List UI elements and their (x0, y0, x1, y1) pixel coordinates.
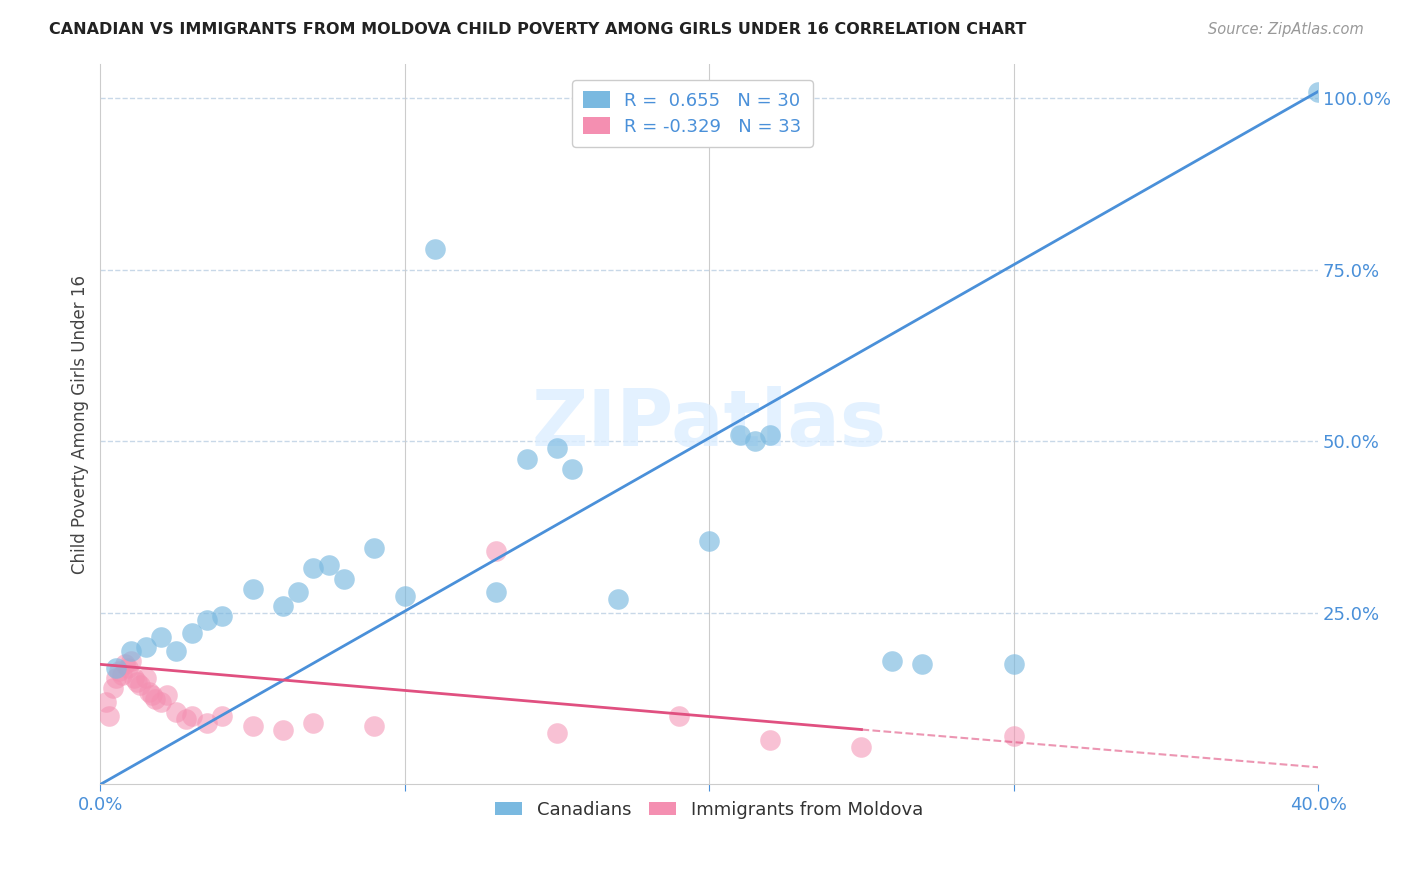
Point (880, 654, 903, 668)
Point (211, 708, 233, 723)
Point (333, 572, 356, 586)
Point (114, 657, 136, 672)
Point (135, 671, 157, 685)
Point (318, 558, 340, 572)
Point (129, 678, 152, 692)
Point (394, 589, 416, 603)
Point (166, 706, 188, 720)
Point (759, 427, 782, 442)
Point (1308, 85, 1330, 99)
Point (117, 661, 139, 675)
Point (759, 732, 782, 747)
Point (135, 640, 157, 655)
Point (195, 613, 218, 627)
Point (211, 609, 233, 624)
Point (1002, 657, 1025, 672)
Point (744, 434, 766, 449)
Point (728, 427, 751, 442)
Text: ZIPatlas: ZIPatlas (531, 386, 887, 462)
Text: Source: ZipAtlas.com: Source: ZipAtlas.com (1208, 22, 1364, 37)
Point (363, 719, 385, 733)
Point (546, 442, 568, 456)
Point (485, 585, 508, 599)
Point (180, 626, 202, 640)
Point (104, 661, 127, 675)
Point (287, 585, 309, 599)
Point (271, 723, 294, 737)
Point (363, 541, 385, 555)
Point (174, 712, 197, 726)
Point (851, 739, 873, 754)
Point (111, 667, 134, 681)
Point (302, 715, 325, 730)
Point (561, 462, 583, 476)
Point (242, 719, 264, 733)
Point (156, 688, 179, 702)
Point (125, 674, 148, 689)
Point (150, 630, 173, 644)
Point (302, 561, 325, 575)
Point (120, 654, 142, 668)
Point (101, 681, 124, 696)
Point (668, 708, 690, 723)
Point (1002, 730, 1025, 744)
Point (697, 533, 720, 548)
Point (98, 708, 121, 723)
Point (104, 671, 127, 685)
Point (138, 685, 160, 699)
Point (195, 715, 218, 730)
Y-axis label: Child Poverty Among Girls Under 16: Child Poverty Among Girls Under 16 (72, 275, 89, 574)
Point (180, 708, 202, 723)
Point (122, 671, 145, 685)
Point (120, 643, 142, 657)
Point (425, 242, 447, 256)
Point (271, 599, 294, 613)
Legend: Canadians, Immigrants from Moldova: Canadians, Immigrants from Moldova (488, 793, 931, 826)
Point (143, 691, 166, 706)
Point (606, 592, 628, 607)
Point (107, 664, 129, 678)
Point (546, 726, 568, 740)
Point (166, 643, 188, 657)
Point (242, 582, 264, 596)
Point (485, 544, 508, 558)
Point (150, 695, 173, 709)
Text: CANADIAN VS IMMIGRANTS FROM MOLDOVA CHILD POVERTY AMONG GIRLS UNDER 16 CORRELATI: CANADIAN VS IMMIGRANTS FROM MOLDOVA CHIL… (49, 22, 1026, 37)
Point (141, 688, 163, 702)
Point (96, 695, 118, 709)
Point (516, 451, 538, 466)
Point (911, 657, 934, 672)
